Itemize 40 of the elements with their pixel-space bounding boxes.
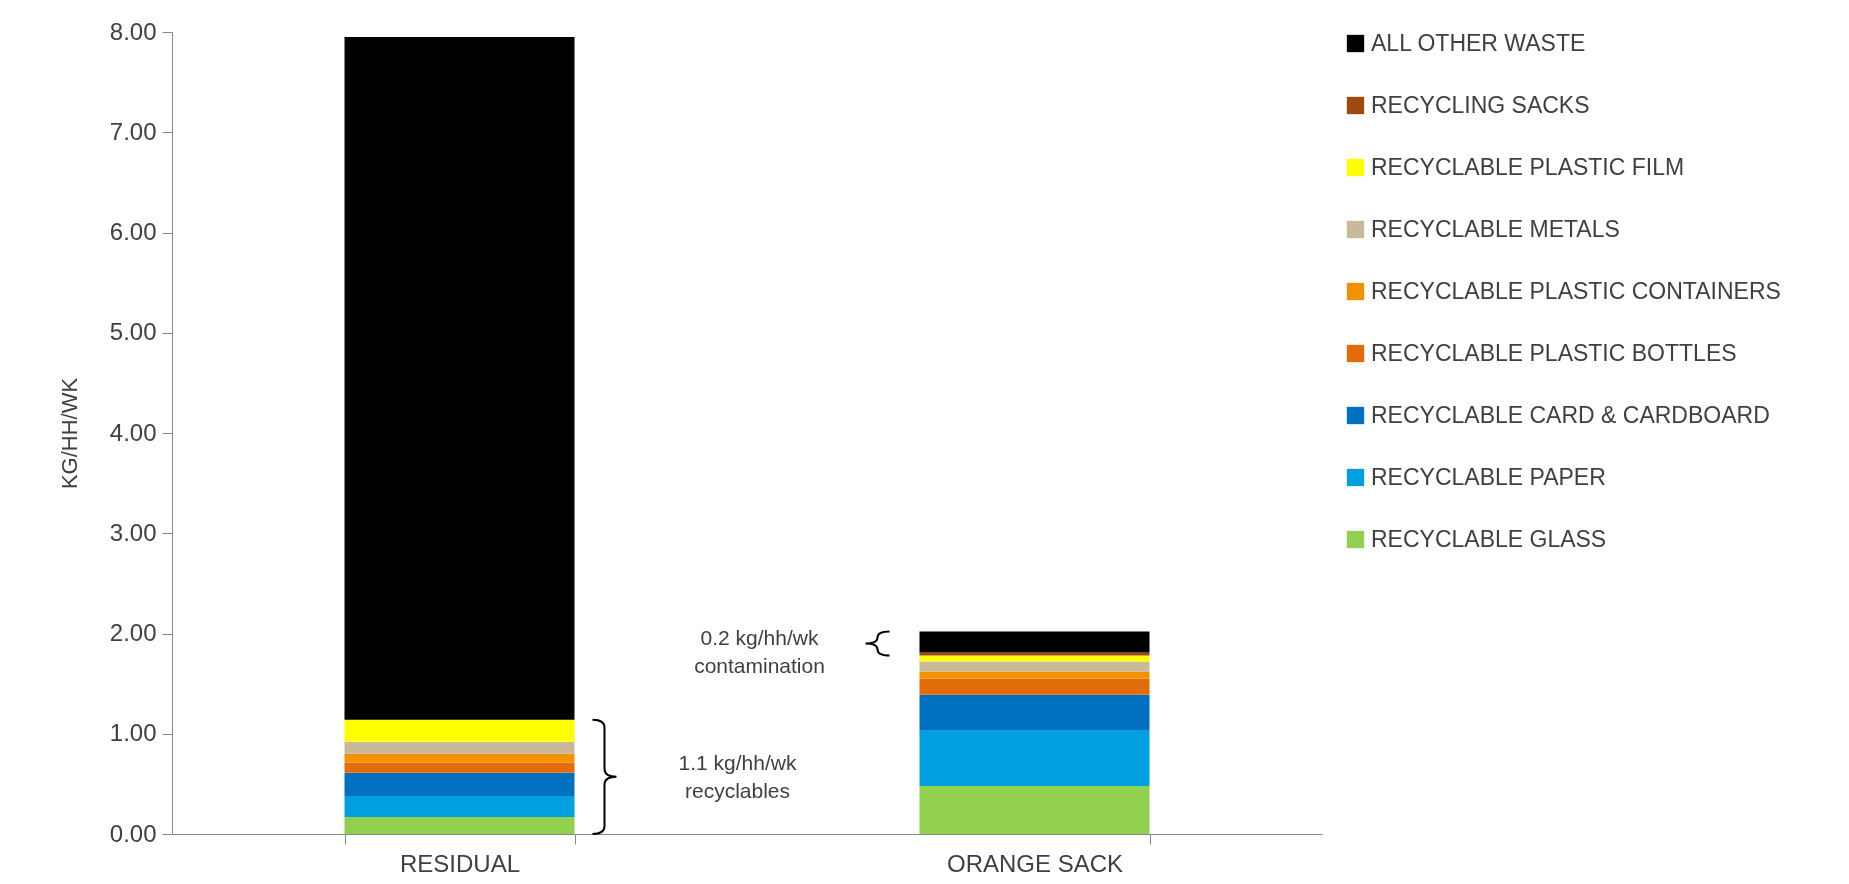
legend-label: RECYCLABLE PLASTIC BOTTLES (1371, 339, 1737, 366)
bar (919, 652, 1150, 656)
legend-label: RECYCLABLE PLASTIC CONTAINERS (1371, 277, 1781, 304)
annotation: 0.2 kg/hh/wk contamination (694, 625, 825, 677)
x-tick-label: ORANGE SACK (946, 849, 1124, 877)
bar (919, 661, 1150, 672)
bar (344, 741, 575, 754)
y-tick-label: 8.00 (109, 17, 157, 45)
bar (919, 631, 1150, 653)
y-tick-label: 5.00 (109, 318, 157, 346)
legend-label: RECYCLABLE METALS (1371, 215, 1620, 242)
legend-label: RECYCLABLE PLASTIC FILM (1371, 153, 1685, 180)
bar (344, 37, 575, 720)
legend-label: RECYCLABLE GLASS (1371, 525, 1607, 552)
y-tick-label: 7.00 (109, 117, 157, 145)
y-tick-label: 0.00 (109, 819, 157, 847)
x-tick-label: RESIDUAL (399, 849, 521, 877)
bar (344, 772, 575, 796)
bar (919, 655, 1150, 662)
bar (344, 795, 575, 817)
bar (919, 671, 1150, 679)
y-tick-label: 1.00 (109, 719, 157, 747)
annotation: 1.1 kg/hh/wk recyclables (678, 750, 797, 802)
bar (344, 719, 575, 742)
y-tick-label: 4.00 (109, 418, 157, 446)
legend-label: RECYCLABLE CARD & CARDBOARD (1371, 401, 1770, 428)
bar (919, 678, 1150, 695)
bar (344, 753, 575, 763)
legend-label: ALL OTHER WASTE (1371, 29, 1586, 56)
bar (344, 762, 575, 773)
y-tick-label: 2.00 (109, 619, 157, 646)
bar (919, 785, 1150, 834)
bar (919, 730, 1150, 786)
bar (919, 694, 1150, 731)
legend-label: RECYCLING SACKS (1371, 91, 1590, 118)
y-axis-title: KG/HH/WK (56, 377, 82, 490)
y-tick-label: 6.00 (109, 218, 157, 245)
legend-label: RECYCLABLE PAPER (1371, 463, 1606, 490)
bar (344, 816, 575, 834)
y-tick-label: 3.00 (109, 518, 157, 546)
